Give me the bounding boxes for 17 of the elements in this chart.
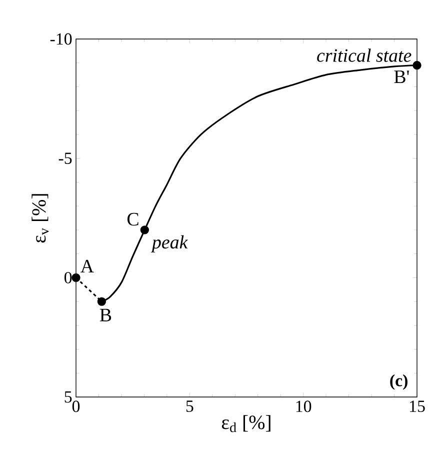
x-tick-label: 0	[72, 400, 80, 412]
y-tick-label: 0	[64, 272, 72, 284]
x-tick-label: 5	[186, 400, 194, 412]
annotation: A	[80, 260, 94, 272]
annotation: C	[127, 212, 138, 226]
annotation: B'	[394, 70, 409, 84]
annotation: B	[100, 308, 112, 322]
y-axis-title: ε$_{v}$ [%]	[32, 194, 49, 243]
y-tick-label: -10	[50, 33, 72, 45]
x-tick-label: 15	[410, 400, 425, 412]
x-tick-label: 10	[296, 400, 312, 412]
y-tick-label: 5	[64, 391, 72, 403]
y-tick-label: -5	[58, 152, 72, 164]
annotation: peak	[150, 235, 188, 252]
x-axis-title: ε$_{d}$ [%]	[222, 415, 270, 432]
annotation: (c)	[390, 374, 408, 390]
annotation: critical state	[317, 48, 412, 62]
